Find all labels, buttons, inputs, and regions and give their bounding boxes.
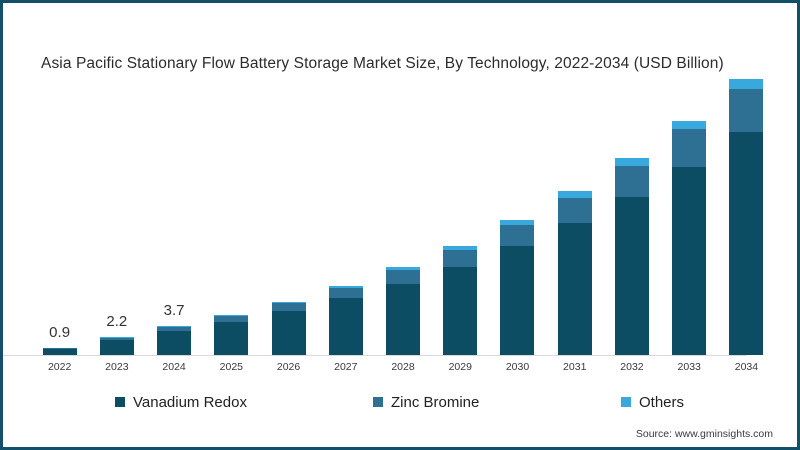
legend-label: Others [639,393,685,411]
stacked-bar[interactable] [729,78,764,355]
bar-group[interactable] [260,99,317,355]
bar-segment-vanadium-redox[interactable] [729,132,764,355]
bar-segment-others[interactable] [614,157,649,166]
bar-segment-others[interactable] [271,301,306,304]
x-tick-label: 2027 [334,361,358,373]
bar-segment-vanadium-redox[interactable] [672,166,707,355]
legend-label: Vanadium Redox [133,393,247,411]
bar-segment-vanadium-redox[interactable] [386,283,421,355]
bar-segment-others[interactable] [557,191,592,198]
bar-segment-zinc-bromine[interactable] [557,197,592,224]
stacked-bar[interactable] [672,120,707,355]
bar-segment-others[interactable] [214,315,249,317]
bar-segment-vanadium-redox[interactable] [157,330,192,355]
x-tick-label: 2028 [391,361,415,373]
bar-segment-zinc-bromine[interactable] [614,165,649,197]
bar-group[interactable]: 2.2 [88,99,145,355]
bar-segment-zinc-bromine[interactable] [500,225,535,247]
legend-label: Zinc Bromine [391,393,480,411]
chart-title: Asia Pacific Stationary Flow Battery Sto… [41,55,724,72]
bar-segment-others[interactable] [157,326,192,328]
x-tick-label: 2029 [448,361,472,373]
bar-segment-others[interactable] [443,245,478,250]
bar-segment-vanadium-redox[interactable] [614,196,649,355]
x-tick-label: 2033 [677,361,701,373]
x-tick-label: 2032 [620,361,644,373]
bar-segment-vanadium-redox[interactable] [557,223,592,355]
stacked-bar[interactable] [386,267,421,355]
stacked-bar[interactable] [328,285,363,355]
legend-item[interactable]: Vanadium Redox [115,394,373,411]
stacked-bar[interactable] [214,315,249,355]
x-tick-label: 2025 [219,361,243,373]
chart-legend: Vanadium Redox Zinc Bromine Others [115,391,715,413]
bar-segment-others[interactable] [500,220,535,226]
bar-segment-zinc-bromine[interactable] [271,303,306,311]
bar-segment-zinc-bromine[interactable] [42,347,77,349]
bar-segment-vanadium-redox[interactable] [328,298,363,355]
bar-segment-vanadium-redox[interactable] [214,321,249,355]
stacked-bar[interactable] [271,301,306,355]
stacked-bar[interactable]: 2.2 [99,313,134,355]
bar-group[interactable] [718,78,775,355]
bar-group[interactable] [374,99,431,355]
bar-segment-zinc-bromine[interactable] [214,316,249,322]
stacked-bar[interactable]: 0.9 [42,324,77,355]
bar-segment-vanadium-redox[interactable] [500,246,535,355]
source-attribution: Source: www.gminsights.com [635,428,773,440]
x-tick-label: 2022 [47,361,72,373]
bar-group[interactable] [432,99,489,355]
x-axis-tick-labels: 2022 2023 2024 2025 2026 2027 2028 2029 2030 2031… [31,357,775,377]
bar-segment-vanadium-redox[interactable] [99,340,134,355]
bar-series-container: 0.9 2.2 3.7 [31,78,775,355]
x-tick-label: 2024 [162,361,186,373]
plot-area: 0.9 2.2 3.7 [31,78,775,355]
bar-segment-zinc-bromine[interactable] [157,327,192,331]
legend-item[interactable]: Zinc Bromine [373,394,621,411]
x-tick-label: 2034 [734,361,759,373]
bar-group[interactable]: 3.7 [145,99,202,355]
bar-group[interactable] [546,99,603,355]
stacked-bar[interactable]: 3.7 [157,302,192,355]
x-tick-label: 2031 [563,361,587,373]
bar-group[interactable] [661,99,718,355]
bar-value-label: 3.7 [163,302,185,320]
bar-segment-vanadium-redox[interactable] [443,266,478,355]
stacked-bar[interactable] [443,245,478,355]
x-tick-label: 2026 [276,361,301,373]
stacked-bar[interactable] [500,220,535,355]
bar-group[interactable]: 0.9 [31,99,88,355]
x-axis-line [3,355,747,356]
bar-value-label: 0.9 [49,323,71,341]
bar-segment-zinc-bromine[interactable] [443,249,478,267]
bar-segment-others[interactable] [672,120,707,130]
legend-item[interactable]: Others [621,394,684,411]
bar-segment-zinc-bromine[interactable] [328,288,363,299]
legend-swatch-icon [373,397,383,407]
stacked-bar[interactable] [557,191,592,355]
x-tick-label: 2023 [105,361,129,373]
bar-value-label: 2.2 [106,313,128,331]
legend-swatch-icon [115,397,125,407]
bar-segment-zinc-bromine[interactable] [386,270,421,284]
bar-segment-others[interactable] [99,337,134,339]
bar-segment-zinc-bromine[interactable] [729,88,764,133]
x-tick-label: 2030 [505,361,530,373]
bar-group[interactable] [317,99,374,355]
bar-segment-vanadium-redox[interactable] [271,310,306,355]
bar-segment-zinc-bromine[interactable] [672,129,707,167]
bar-segment-others[interactable] [729,78,764,89]
stacked-bar[interactable] [614,157,649,355]
bar-group[interactable] [489,99,546,355]
bar-segment-zinc-bromine[interactable] [99,338,134,341]
bar-segment-vanadium-redox[interactable] [42,348,77,355]
bar-segment-others[interactable] [386,267,421,271]
bar-group[interactable] [603,99,660,355]
legend-swatch-icon [621,397,631,407]
bar-segment-others[interactable] [328,285,363,289]
bar-group[interactable] [203,99,260,355]
